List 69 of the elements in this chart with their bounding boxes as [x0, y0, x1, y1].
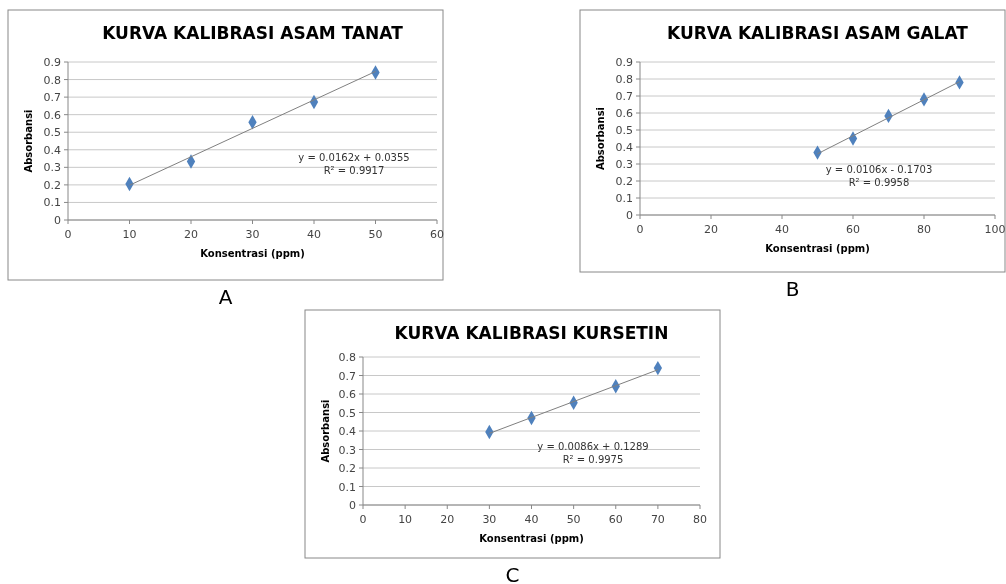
- x-tick-label: 70: [650, 513, 665, 526]
- y-tick-label: 0.8: [43, 73, 61, 87]
- y-tick-label: 0.5: [338, 406, 356, 420]
- x-tick-label: 10: [398, 513, 413, 526]
- y-axis-title: Absorbansi: [595, 106, 606, 171]
- x-tick-label: 20: [184, 228, 198, 241]
- chart-title: KURVA KALIBRASI KURSETIN: [394, 323, 669, 343]
- x-tick-label: 60: [430, 228, 444, 241]
- x-axis-title: Konsentrasi (ppm): [479, 533, 584, 544]
- y-tick-label: 0.2: [43, 178, 61, 192]
- y-tick-label: 0.9: [615, 56, 633, 69]
- x-tick-label: 10: [122, 228, 137, 241]
- x-tick-label: 60: [846, 223, 860, 236]
- y-tick-label: 0.8: [615, 73, 633, 86]
- x-tick-label: 0: [359, 513, 367, 526]
- x-tick-label: 40: [524, 513, 539, 526]
- x-tick-label: 30: [245, 228, 260, 241]
- annotation: y = 0.0106x - 0.1703: [825, 164, 933, 175]
- x-axis-title: Konsentrasi (ppm): [765, 243, 870, 254]
- y-tick-label: 0.4: [43, 143, 61, 157]
- x-tick-label: 50: [566, 513, 581, 526]
- y-axis-title: Absorbansi: [320, 399, 331, 463]
- x-tick-label: 80: [693, 513, 707, 526]
- x-tick-label: 50: [368, 228, 383, 241]
- text: B: [785, 277, 800, 301]
- y-tick-label: 0.6: [338, 388, 356, 401]
- y-tick-label: 0.7: [43, 91, 61, 105]
- x-tick-label: 20: [704, 223, 718, 236]
- x-tick-label: 20: [440, 513, 455, 526]
- y-tick-label: 0.3: [43, 161, 61, 175]
- y-tick-label: 0.1: [615, 192, 633, 205]
- y-tick-label: 0.8: [338, 351, 356, 364]
- y-tick-label: 0.3: [615, 158, 633, 171]
- y-tick-label: 0: [349, 499, 356, 512]
- y-tick-label: 0.1: [43, 196, 61, 210]
- annotation: R² = 0.9917: [323, 165, 385, 176]
- y-tick-label: 0.5: [43, 126, 61, 140]
- text: C: [505, 563, 520, 584]
- x-tick-label: 0: [636, 223, 644, 236]
- y-tick-label: 0.5: [615, 124, 633, 137]
- x-tick-label: 40: [307, 228, 321, 241]
- x-tick-label: 100: [984, 223, 1006, 236]
- x-axis-title: Konsentrasi (ppm): [200, 248, 305, 259]
- x-tick-label: 60: [608, 513, 623, 526]
- y-axis-title: Absorbansi: [23, 109, 34, 173]
- y-tick-label: 0.2: [615, 175, 633, 188]
- x-tick-label: 80: [917, 223, 931, 236]
- annotation: y = 0.0086x + 0.1289: [537, 441, 649, 452]
- y-tick-label: 0.1: [338, 480, 356, 494]
- y-tick-label: 0.4: [338, 425, 356, 438]
- x-tick-label: 30: [482, 513, 497, 526]
- annotation: R² = 0.9958: [848, 177, 910, 188]
- y-tick-label: 0.9: [43, 56, 61, 69]
- chart-title: KURVA KALIBRASI ASAM TANAT: [102, 23, 404, 43]
- y-tick-label: 0.4: [615, 141, 633, 154]
- text: A: [218, 285, 233, 309]
- y-tick-label: 0.6: [43, 108, 61, 122]
- annotation: y = 0.0162x + 0.0355: [298, 152, 410, 163]
- chart-title: KURVA KALIBRASI ASAM GALAT: [667, 23, 969, 43]
- y-tick-label: 0.7: [338, 369, 356, 383]
- annotation: R² = 0.9975: [562, 454, 624, 465]
- y-tick-label: 0: [54, 214, 61, 227]
- y-tick-label: 0.2: [338, 462, 356, 475]
- y-tick-label: 0.6: [615, 107, 633, 120]
- y-tick-label: 0: [626, 209, 633, 222]
- y-tick-label: 0.3: [338, 443, 356, 457]
- x-tick-label: 0: [64, 228, 72, 241]
- y-tick-label: 0.7: [615, 90, 633, 103]
- x-tick-label: 40: [775, 223, 789, 236]
